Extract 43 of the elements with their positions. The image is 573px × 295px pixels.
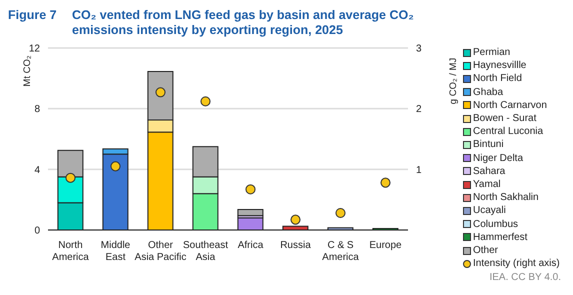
x-tick-label: Russia [280,240,312,251]
y2-tick-label: 2 [416,104,422,116]
legend-label: Bowen - Surat [473,112,536,126]
legend-label: Ghaba [473,86,504,99]
x-tick-label: Europe [369,240,402,251]
legend-label: Bintuni [473,138,504,152]
point [380,178,391,188]
y2-axis-title: g CO₂ / MJ [448,58,459,104]
point [245,184,256,194]
point [290,214,301,225]
x-tick-label: C & S America [322,240,360,263]
point [65,172,76,183]
chart-title: CO₂ vented from LNG feed gas by basin and average CO₂ emissions intensity by exporting region, 2025 [72,8,415,38]
legend-label: Haynesvillle [473,59,526,72]
point [335,208,346,218]
legend-label: North Sakhalin [473,191,539,204]
legend-label: North Field [473,72,522,86]
legend-label: Intensity (right axis) [473,257,560,270]
bar [237,209,264,216]
legend-label: Columbus [473,218,518,231]
legend-label: Permian [473,46,510,60]
legend-label: Yamal [473,178,501,192]
y-tick-label: 8 [34,104,40,116]
legend-label: Hammerfest [473,230,528,244]
y-tick-label: 12 [28,44,40,55]
y-tick-label: 4 [34,164,40,176]
y2-tick-label: 1 [416,164,422,176]
legend-label: Niger Delta [473,152,524,165]
point [110,161,121,172]
legend-label: Sahara [473,164,506,178]
point [155,87,166,98]
y-axis-title: Mt CO₂ [22,55,33,87]
legend-label: North Carnarvon [473,98,547,112]
y2-tick-label: 3 [416,44,422,55]
x-tick-label: Africa [238,240,264,251]
text: IEA. CC BY 4.0. [489,272,561,283]
point [200,96,211,106]
figure-label: Figure 7 [8,8,58,24]
legend-label: Central Luconia [473,125,544,138]
legend-label: Ucayali [473,204,506,218]
x-tick-label: Middle East [100,240,131,263]
x-tick-label: North America [52,240,90,263]
y-tick-label: 0 [34,226,40,237]
